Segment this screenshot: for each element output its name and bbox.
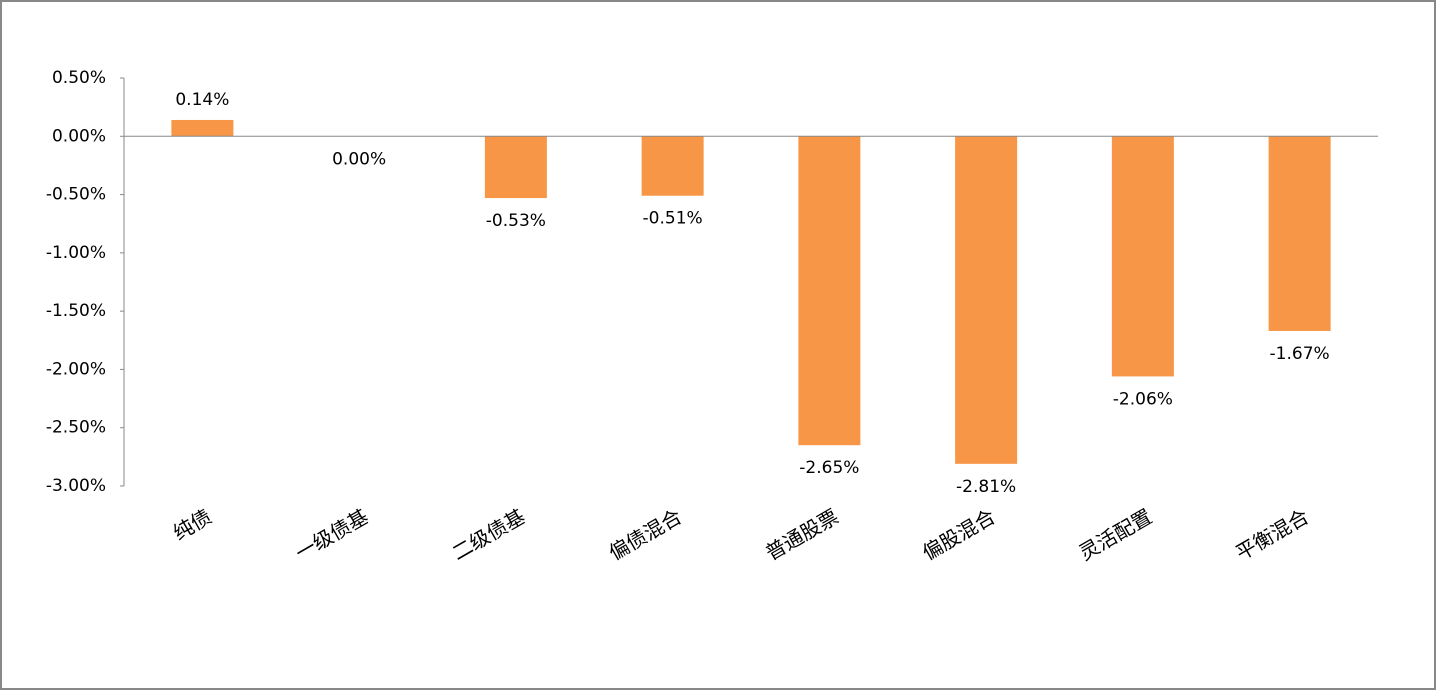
- y-tick-label: 0.50%: [52, 68, 106, 88]
- data-label: -2.06%: [1113, 389, 1173, 409]
- bar: [171, 119, 234, 137]
- data-label: -2.81%: [956, 477, 1016, 497]
- bar: [955, 136, 1018, 464]
- data-label: 0.14%: [175, 90, 229, 110]
- data-label: -1.67%: [1270, 344, 1330, 364]
- y-tick-label: -2.00%: [46, 359, 106, 379]
- data-label: -2.65%: [799, 458, 859, 478]
- bar: [798, 136, 861, 446]
- y-tick-label: -3.00%: [46, 476, 106, 496]
- bar: [641, 136, 704, 196]
- bar: [1111, 136, 1174, 377]
- bar: [484, 136, 547, 199]
- bar: [1268, 136, 1331, 331]
- y-tick-label: -2.50%: [46, 418, 106, 438]
- data-label: -0.51%: [643, 209, 703, 229]
- y-tick-label: 0.00%: [52, 126, 106, 146]
- y-tick-label: -0.50%: [46, 185, 106, 205]
- y-tick-label: -1.50%: [46, 301, 106, 321]
- data-label: 0.00%: [332, 149, 386, 169]
- y-tick-label: -1.00%: [46, 243, 106, 263]
- data-label: -0.53%: [486, 211, 546, 231]
